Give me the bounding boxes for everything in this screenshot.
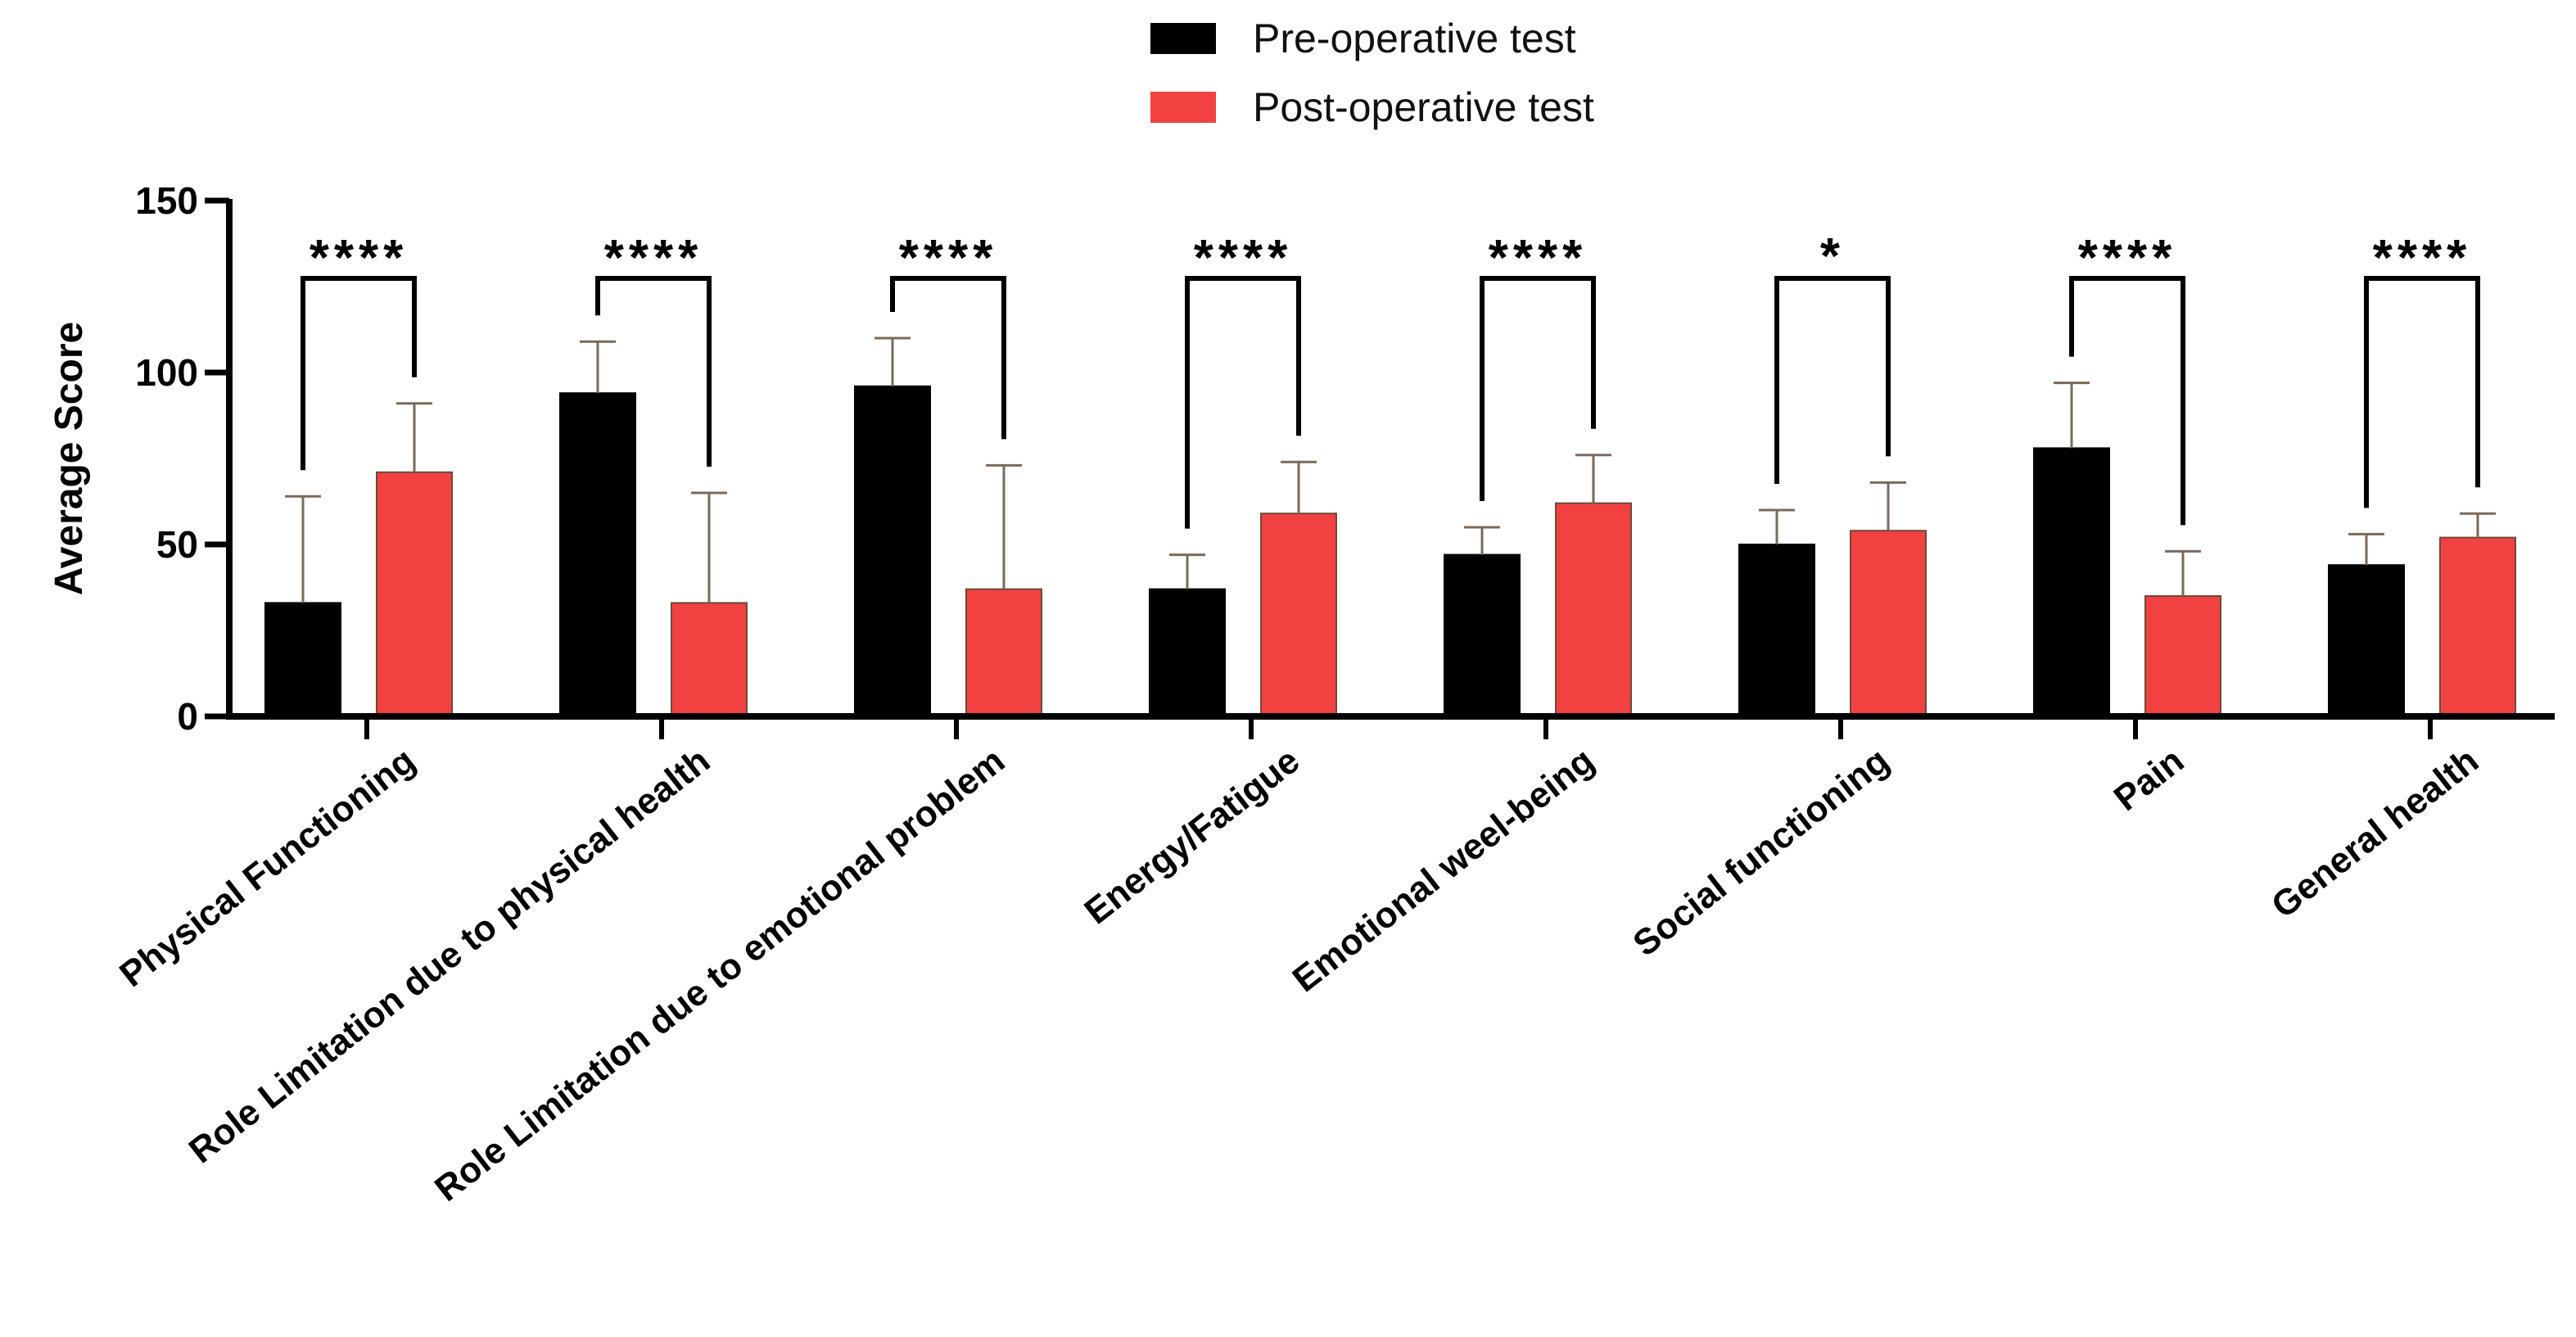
legend-pre-swatch [1150,23,1216,54]
x-category-label: Role Limitation due to emotional problem [427,740,1012,1209]
bar-pre [1738,544,1815,717]
bar-pre [2328,564,2405,718]
bars [264,337,2516,718]
x-category-label: Physical Functioning [112,740,423,995]
bar-post [1850,530,1927,718]
bar-pre [854,385,931,717]
significance-label: **** [2078,230,2177,287]
y-axis-title: Average Score [47,322,91,595]
bar-pre [2033,447,2110,718]
bar-pre [559,392,636,717]
significance-label: **** [1194,230,1293,287]
bar-post [965,588,1042,717]
bar-pre [1149,588,1226,717]
significance-label: * [1820,228,1845,285]
x-category-label: Emotional weel-being [1286,740,1602,1000]
y-axis: 0 50 100 150 Average Score [47,179,233,738]
significance-bracket [301,276,417,471]
significance-label: **** [899,230,998,287]
significance-label: **** [2373,230,2472,287]
y-tick-label: 100 [135,351,198,394]
significance-label: **** [310,230,409,287]
x-category-label: Role Limitation due to physical health [182,740,717,1171]
legend: Pre-operative test Post-operative test [1150,16,1594,130]
bar-post [376,471,453,717]
x-category-label: General health [2264,740,2486,926]
significance-bracket [2069,276,2185,526]
significance-bracket [1480,276,1596,501]
significance-label: **** [1489,230,1588,287]
legend-post-swatch [1150,92,1216,123]
significance-bracket [1185,276,1301,529]
x-category-label: Energy/Fatigue [1078,740,1308,932]
y-tick-label: 150 [135,179,198,222]
legend-post-label: Post-operative test [1253,84,1594,130]
bar-post [1555,502,1632,717]
significance-bracket [890,276,1006,440]
significance-bracket [2364,276,2480,508]
significance-label: **** [604,230,703,287]
bar-pre [1444,553,1521,717]
significance-brackets: **** **** **** **** **** * **** **** [301,228,2480,529]
bar-post [1260,513,1337,718]
bar-post [2439,536,2516,717]
significance-bracket [1774,276,1891,484]
x-category-label: Social functioning [1625,740,1896,964]
bar-pre [264,602,341,718]
bar-post [671,602,748,718]
y-tick-label: 0 [177,695,198,738]
x-category-label: Pain [2107,740,2191,819]
bar-post [2144,595,2221,717]
significance-bracket [595,276,712,467]
y-tick-label: 50 [156,523,198,566]
legend-pre-label: Pre-operative test [1253,16,1576,61]
